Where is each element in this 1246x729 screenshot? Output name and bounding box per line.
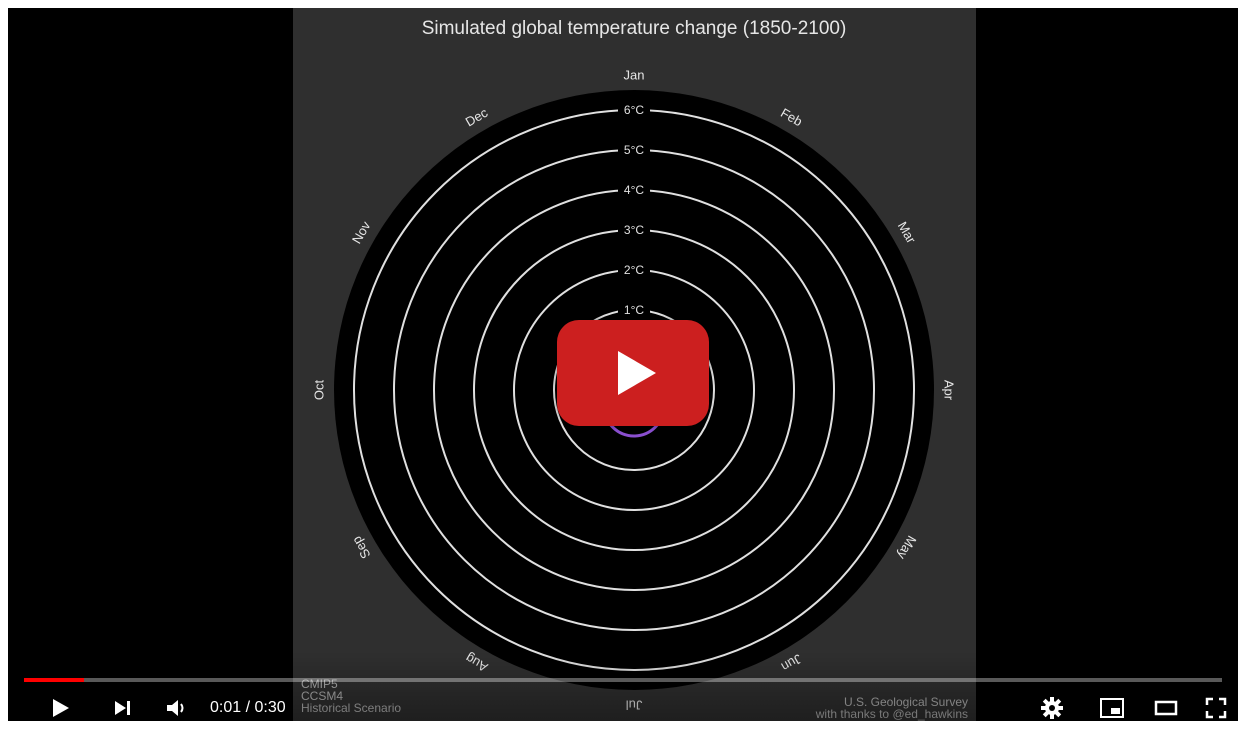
ring-label: 5°C — [624, 143, 644, 157]
month-label-nov: Nov — [349, 218, 374, 246]
volume-icon — [167, 699, 184, 716]
ring-label: 3°C — [624, 223, 644, 237]
month-label-aug: Aug — [463, 651, 491, 676]
large-play-button[interactable] — [557, 320, 709, 426]
month-label-feb: Feb — [778, 105, 805, 129]
time-display: 0:01 / 0:30 — [210, 699, 286, 716]
theater-icon — [1154, 700, 1178, 715]
next-icon — [115, 700, 130, 715]
ring-label: 2°C — [624, 263, 644, 277]
credit-line: Historical Scenario — [301, 701, 402, 715]
ring-label-bg — [618, 222, 650, 238]
play-icon — [618, 351, 656, 395]
month-label-oct: Oct — [311, 380, 326, 401]
ring-label-bg — [618, 142, 650, 158]
fullscreen-icon — [1205, 697, 1227, 718]
play-button[interactable] — [42, 694, 78, 721]
month-label-sep: Sep — [349, 534, 374, 562]
progress-bar[interactable] — [24, 678, 1222, 682]
settings-button[interactable] — [1034, 694, 1070, 721]
right-credit: U.S. Geological Survey with thanks to @e… — [816, 696, 968, 720]
fullscreen-button[interactable] — [1198, 694, 1234, 721]
next-button[interactable] — [104, 694, 140, 721]
ring-label-bg — [618, 182, 650, 198]
ring-label-bg — [618, 102, 650, 118]
credit-line: CCSM4 — [301, 689, 344, 703]
control-bar: 0:01 / 0:30 — [8, 694, 1238, 721]
chart-title: Simulated global temperature change (185… — [422, 18, 847, 39]
mute-button[interactable] — [158, 694, 194, 721]
ring-label: 4°C — [624, 183, 644, 197]
miniplayer-icon — [1100, 697, 1124, 718]
video-player[interactable]: 1°C 2°C 3°C 4°C 5°C 6°C Jan Feb Mar Apr May Jun Jul… — [8, 8, 1238, 721]
credit-line: with thanks to @ed_hawkins — [815, 707, 968, 721]
miniplayer-button[interactable] — [1094, 694, 1130, 721]
month-label-dec: Dec — [463, 105, 491, 130]
theater-mode-button[interactable] — [1148, 694, 1184, 721]
ring-label: 1°C — [624, 303, 644, 317]
settings-icon — [1041, 696, 1063, 719]
month-label-jun: Jun — [779, 651, 805, 674]
play-icon — [53, 698, 69, 717]
ring-label-bg — [618, 262, 650, 278]
month-label-may: May — [894, 533, 920, 562]
left-credit: CMIP5 CCSM4 Historical Scenario — [301, 678, 401, 714]
ring-label: 6°C — [624, 103, 644, 117]
month-label-mar: Mar — [895, 219, 920, 246]
month-label-jul: Jul — [626, 698, 643, 713]
month-label-jan: Jan — [624, 67, 645, 82]
progress-fill — [24, 678, 84, 682]
ring-label-bg — [618, 302, 650, 318]
credit-line: CMIP5 — [301, 677, 338, 691]
credit-line: U.S. Geological Survey — [843, 695, 968, 709]
month-label-apr: Apr — [942, 380, 957, 401]
